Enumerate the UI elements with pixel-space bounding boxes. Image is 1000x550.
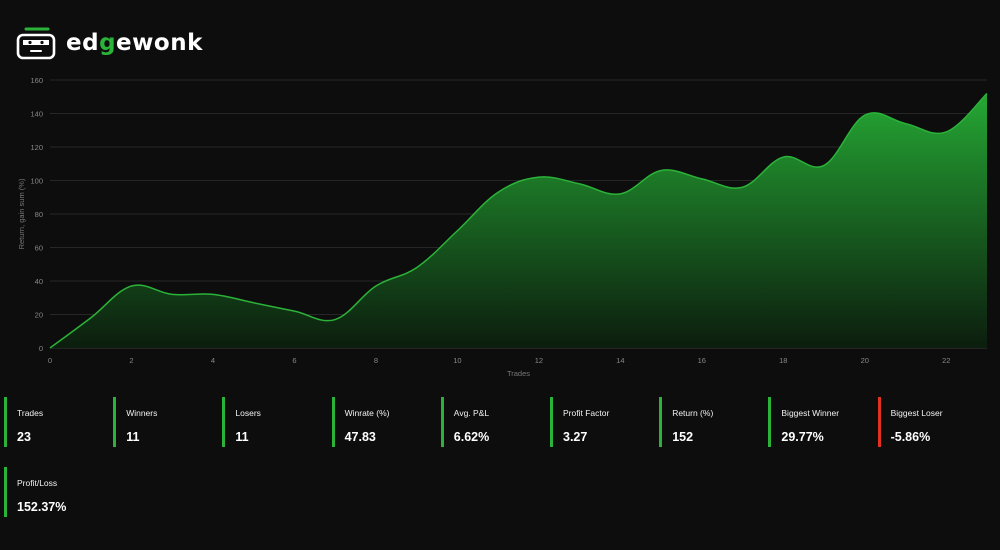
stat-accent-bar [659,397,663,447]
x-tick-label: 12 [535,356,543,365]
stat-card: Losers 11 [218,397,322,447]
stat-card: Profit Factor 3.27 [546,397,650,447]
y-tick-label: 160 [30,76,43,85]
stat-label: Winners [126,408,158,418]
stat-accent-bar [4,397,7,447]
x-tick-label: 2 [129,356,133,365]
y-tick-label: 60 [35,244,43,253]
stat-card: Winners 11 [109,397,213,447]
x-tick-label: 22 [942,356,950,365]
return-area-chart: 0 20 40 60 80 100 120 140 160 0 2 4 6 8 10 12 14 16 18 20 22… [17,76,988,378]
stat-accent-bar [331,397,335,447]
stats-panel: Trades 23 Winners 11 Losers 11 Winrate (%) 47.8… [0,397,1000,547]
stat-label: Return (%) [672,408,714,418]
stat-accent-bar [4,467,7,517]
series-area-fill [50,93,987,349]
stat-value: 152 [672,430,694,444]
x-tick-label: 20 [861,356,869,365]
stat-accent-bar [877,397,881,447]
stat-label: Profit/Loss [17,478,58,488]
stat-card: Biggest Loser -5.86% [874,397,978,447]
stat-card: Profit/Loss 152.37% [0,467,104,517]
stat-value: 6.62% [453,430,490,444]
stat-accent-bar [113,397,117,447]
x-tick-label: 4 [211,356,215,365]
x-tick-label: 0 [48,356,52,365]
stat-label: Biggest Loser [890,408,943,418]
y-tick-label: 40 [35,277,43,286]
x-tick-label: 14 [616,356,624,365]
stat-value: -5.86% [890,430,931,444]
x-axis-title: Trades [507,369,530,378]
stat-card: Avg. P&L 6.62% [437,397,541,447]
stat-label: Losers [235,408,261,418]
x-tick-label: 16 [698,356,706,365]
stat-value: 29.77% [781,430,824,444]
brand-logo: edgewonk [16,26,203,60]
stat-label: Avg. P&L [453,408,490,418]
x-tick-label: 6 [292,356,296,365]
series-line [49,92,988,349]
stat-accent-bar [768,397,772,447]
axis-ticks: 0 20 40 60 80 100 120 140 160 0 2 4 6 8 10 12 14 16 18 20 22 [30,76,950,365]
stat-accent-bar [222,397,226,447]
stat-label: Biggest Winner [781,408,840,418]
stat-value: 11 [235,430,249,444]
y-axis-title: Return, gain sum (%) [17,178,26,249]
stat-card: Biggest Winner 29.77% [764,397,868,447]
y-tick-label: 120 [30,143,43,152]
stat-card: Return (%) 152 [655,397,759,447]
brand-name: edgewonk [66,30,203,56]
stat-accent-bar [550,397,553,447]
x-tick-label: 18 [779,356,787,365]
brand-name-suffix: ewonk [116,30,203,56]
y-tick-label: 20 [35,311,43,320]
y-tick-label: 0 [39,344,43,353]
brand-name-accent: g [99,30,117,56]
x-tick-label: 10 [453,356,461,365]
stat-card: Winrate (%) 47.83 [328,397,432,447]
stat-label: Trades [17,408,44,418]
brand-name-prefix: ed [66,30,100,56]
x-tick-label: 8 [374,356,378,365]
stat-value: 152.37% [17,500,67,514]
stat-value: 23 [17,430,31,444]
y-tick-label: 80 [35,210,43,219]
stat-accent-bar [440,397,444,447]
stat-label: Winrate (%) [344,408,390,418]
stat-label: Profit Factor [563,408,610,418]
stat-value: 3.27 [563,430,588,444]
stat-value: 47.83 [344,430,376,444]
y-tick-label: 140 [30,110,43,119]
stat-value: 11 [126,430,140,444]
y-tick-label: 100 [30,177,43,186]
edgewonk-mascot-logo-icon [16,27,56,60]
stat-card: Trades 23 [0,397,104,447]
